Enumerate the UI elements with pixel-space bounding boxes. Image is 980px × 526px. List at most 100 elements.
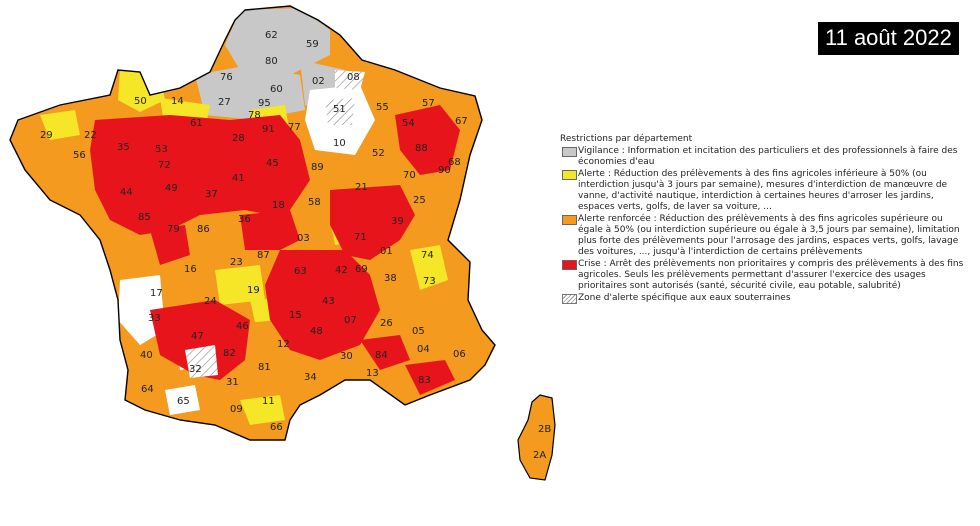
dept-label: 01 — [380, 246, 393, 257]
dept-label: 44 — [120, 187, 133, 198]
legend-item-alerte-renforcee: Alerte renforcée : Réduction des prélève… — [560, 214, 965, 258]
dept-label: 73 — [423, 276, 436, 287]
dept-label: 10 — [333, 138, 346, 149]
legend-text: Zone d'alerte spécifique aux eaux souter… — [578, 293, 791, 303]
dept-label: 95 — [258, 98, 271, 109]
legend-item-crise: Crise : Arrêt des prélèvements non prior… — [560, 259, 965, 292]
dept-label: 03 — [297, 233, 310, 244]
dept-label: 52 — [372, 148, 385, 159]
dept-label: 23 — [230, 257, 243, 268]
dept-label: 29 — [40, 130, 53, 141]
dept-label: 09 — [230, 404, 243, 415]
dept-label: 2A — [533, 450, 546, 461]
dept-label: 33 — [148, 313, 161, 324]
dept-label: 22 — [84, 130, 97, 141]
dept-label: 65 — [177, 396, 190, 407]
dept-label: 25 — [413, 195, 426, 206]
dept-label: 86 — [197, 224, 210, 235]
dept-label: 58 — [308, 197, 321, 208]
dept-label: 19 — [247, 285, 260, 296]
swatch-red — [562, 260, 577, 270]
dept-label: 49 — [165, 183, 178, 194]
dept-label: 70 — [403, 170, 416, 181]
dept-label: 66 — [270, 422, 283, 433]
corsica — [517, 394, 556, 481]
dept-label: 34 — [304, 372, 317, 383]
dept-label: 38 — [384, 273, 397, 284]
dept-label: 36 — [238, 214, 251, 225]
swatch-yellow — [562, 170, 577, 180]
dept-label: 62 — [265, 30, 278, 41]
dept-label: 60 — [270, 84, 283, 95]
dept-label: 88 — [415, 143, 428, 154]
dept-label: 06 — [453, 349, 466, 360]
swatch-grey — [562, 147, 577, 157]
dept-label: 69 — [355, 264, 368, 275]
dept-label: 54 — [402, 118, 415, 129]
dept-label: 77 — [288, 122, 301, 133]
dept-label: 39 — [391, 216, 404, 227]
legend: Restrictions par département Vigilance :… — [560, 134, 965, 305]
legend-item-vigilance: Vigilance : Information et incitation de… — [560, 146, 965, 168]
dept-label: 68 — [448, 157, 461, 168]
dept-label: 79 — [167, 224, 180, 235]
dept-label: 87 — [257, 250, 270, 261]
dept-label: 81 — [258, 362, 271, 373]
legend-title: Restrictions par département — [560, 134, 693, 144]
dept-label: 37 — [205, 189, 218, 200]
legend-text: Vigilance : Information et incitation de… — [578, 146, 958, 167]
dept-label: 02 — [312, 76, 325, 87]
legend-text: Alerte renforcée : Réduction des prélève… — [578, 214, 960, 257]
drought-restriction-map: 62 59 80 76 60 02 08 50 14 27 95 78 91 7… — [9, 5, 556, 481]
dept-label: 80 — [265, 56, 278, 67]
dept-label: 56 — [73, 150, 86, 161]
dept-label: 35 — [117, 142, 130, 153]
dept-label: 59 — [306, 39, 319, 50]
dept-label: 15 — [289, 310, 302, 321]
dept-label: 76 — [220, 72, 233, 83]
dept-label: 13 — [366, 368, 379, 379]
dept-label: 16 — [184, 264, 197, 275]
dept-label: 51 — [333, 104, 346, 115]
dept-label: 28 — [232, 133, 245, 144]
dept-label: 83 — [418, 375, 431, 386]
dept-label: 43 — [322, 296, 335, 307]
dept-label: 84 — [375, 350, 388, 361]
dept-label: 71 — [354, 232, 367, 243]
dept-label: 57 — [422, 98, 435, 109]
dept-label: 04 — [417, 344, 430, 355]
dept-label: 24 — [204, 296, 217, 307]
dept-label: 61 — [190, 118, 203, 129]
department-labels: 62 59 80 76 60 02 08 50 14 27 95 78 91 7… — [40, 30, 551, 461]
dept-label: 40 — [140, 350, 153, 361]
dept-label: 74 — [421, 250, 434, 261]
dept-label: 53 — [155, 144, 168, 155]
dept-label: 08 — [347, 72, 360, 83]
dept-label: 47 — [191, 331, 204, 342]
dept-label: 89 — [311, 162, 324, 173]
dept-label: 21 — [355, 182, 368, 193]
dept-label: 82 — [223, 348, 236, 359]
dept-label: 50 — [134, 96, 147, 107]
dept-label: 63 — [294, 266, 307, 277]
dept-label: 67 — [455, 116, 468, 127]
dept-label: 14 — [171, 96, 184, 107]
date-badge: 11 août 2022 — [818, 22, 959, 55]
dept-label: 2B — [538, 424, 551, 435]
dept-label: 90 — [438, 165, 451, 176]
dept-label: 55 — [376, 102, 389, 113]
dept-label: 32 — [189, 364, 202, 375]
dept-label: 45 — [266, 158, 279, 169]
legend-item-eaux-souterraines: Zone d'alerte spécifique aux eaux souter… — [560, 293, 965, 304]
dept-label: 78 — [248, 110, 261, 121]
dept-label: 72 — [158, 160, 171, 171]
dept-label: 27 — [218, 97, 231, 108]
dept-label: 41 — [232, 173, 245, 184]
swatch-hatched — [562, 294, 577, 304]
dept-label: 91 — [262, 124, 275, 135]
dept-label: 46 — [236, 321, 249, 332]
dept-label: 42 — [335, 265, 348, 276]
dept-label: 05 — [412, 326, 425, 337]
legend-text: Alerte : Réduction des prélèvements à de… — [578, 169, 948, 212]
dept-label: 48 — [310, 326, 323, 337]
